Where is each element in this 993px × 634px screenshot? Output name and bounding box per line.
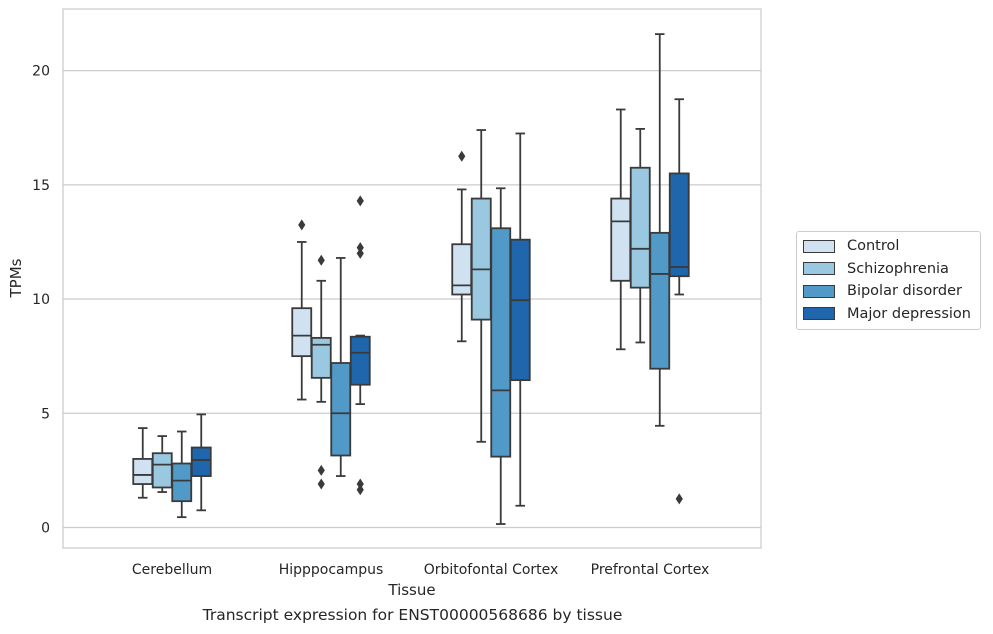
iqr-box: [132, 458, 154, 485]
legend-item: Major depression: [803, 303, 974, 326]
box-schizophrenia: [151, 435, 173, 493]
legend-swatch: [803, 284, 835, 298]
iqr-box: [291, 307, 313, 358]
box-major-depression: [190, 413, 212, 512]
legend-swatch: [803, 307, 835, 321]
box-bipolar-disorder: [490, 187, 512, 525]
iqr-box: [629, 166, 651, 289]
y-tick-label: 15: [32, 178, 50, 194]
iqr-box: [668, 172, 690, 278]
iqr-box: [190, 446, 212, 477]
iqr-box: [349, 335, 371, 386]
outlier-point: [675, 493, 683, 505]
outlier-point: [356, 195, 364, 207]
legend-label: Major depression: [847, 305, 971, 322]
legend-label: Bipolar disorder: [847, 283, 962, 300]
iqr-box: [470, 197, 492, 321]
legend-label: Control: [847, 238, 900, 255]
boxes: [132, 33, 690, 525]
legend-item: Bipolar disorder: [803, 280, 974, 303]
x-tick-label: Orbitofontal Cortex: [424, 562, 559, 578]
plot-frame: [62, 8, 762, 549]
outlier-point: [356, 478, 364, 490]
box-major-depression: [509, 132, 531, 507]
box-control: [291, 219, 313, 401]
legend-item: Schizophrenia: [803, 258, 974, 281]
iqr-box: [310, 336, 332, 379]
legend-item: Control: [803, 235, 974, 258]
box-bipolar-disorder: [171, 430, 193, 519]
y-tick-label: 0: [41, 520, 50, 536]
iqr-box: [171, 462, 193, 503]
legend-swatch: [803, 262, 835, 276]
outlier-point: [317, 464, 325, 476]
outlier-point: [356, 484, 364, 496]
box-schizophrenia: [310, 254, 332, 490]
outlier-point: [317, 254, 325, 266]
y-tick-label: 10: [32, 292, 50, 308]
legend-swatch: [803, 239, 835, 253]
x-tick-label: Hipppocampus: [279, 562, 384, 578]
outlier-point: [317, 478, 325, 490]
outlier-point: [458, 150, 466, 162]
x-tick-label: Cerebellum: [132, 562, 212, 578]
x-tick-labels: Cerebellum Hipppocampus Orbitofontal Corte…: [132, 562, 709, 578]
y-tick-labels: 0 5 10 15 20: [32, 64, 50, 537]
box-major-depression: [349, 195, 371, 496]
iqr-box: [151, 452, 173, 489]
outlier-point: [356, 247, 364, 259]
iqr-box: [509, 238, 531, 382]
legend: Control Schizophrenia Bipolar disorder Majo…: [796, 231, 981, 330]
x-axis-label: Tissue: [387, 581, 435, 599]
box-bipolar-disorder: [649, 33, 671, 427]
y-tick-label: 20: [32, 64, 50, 80]
outlier-point: [356, 242, 364, 254]
outlier-point: [298, 219, 306, 231]
x-tick-label: Prefrontal Cortex: [591, 562, 710, 578]
box-schizophrenia: [470, 129, 492, 443]
box-major-depression: [668, 98, 690, 505]
iqr-box: [330, 362, 352, 457]
box-control: [610, 108, 632, 351]
iqr-box: [490, 227, 512, 458]
figure-caption: Transcript expression for ENST0000056868…: [202, 606, 623, 624]
y-tick-label: 5: [41, 406, 50, 422]
box-schizophrenia: [629, 128, 651, 344]
box-control: [132, 427, 154, 499]
iqr-box: [610, 197, 632, 282]
iqr-box: [451, 243, 473, 296]
legend-label: Schizophrenia: [847, 260, 949, 277]
box-control: [451, 150, 473, 343]
box-bipolar-disorder: [330, 257, 352, 477]
y-axis-label: TPMs: [7, 258, 25, 298]
iqr-box: [649, 231, 671, 370]
